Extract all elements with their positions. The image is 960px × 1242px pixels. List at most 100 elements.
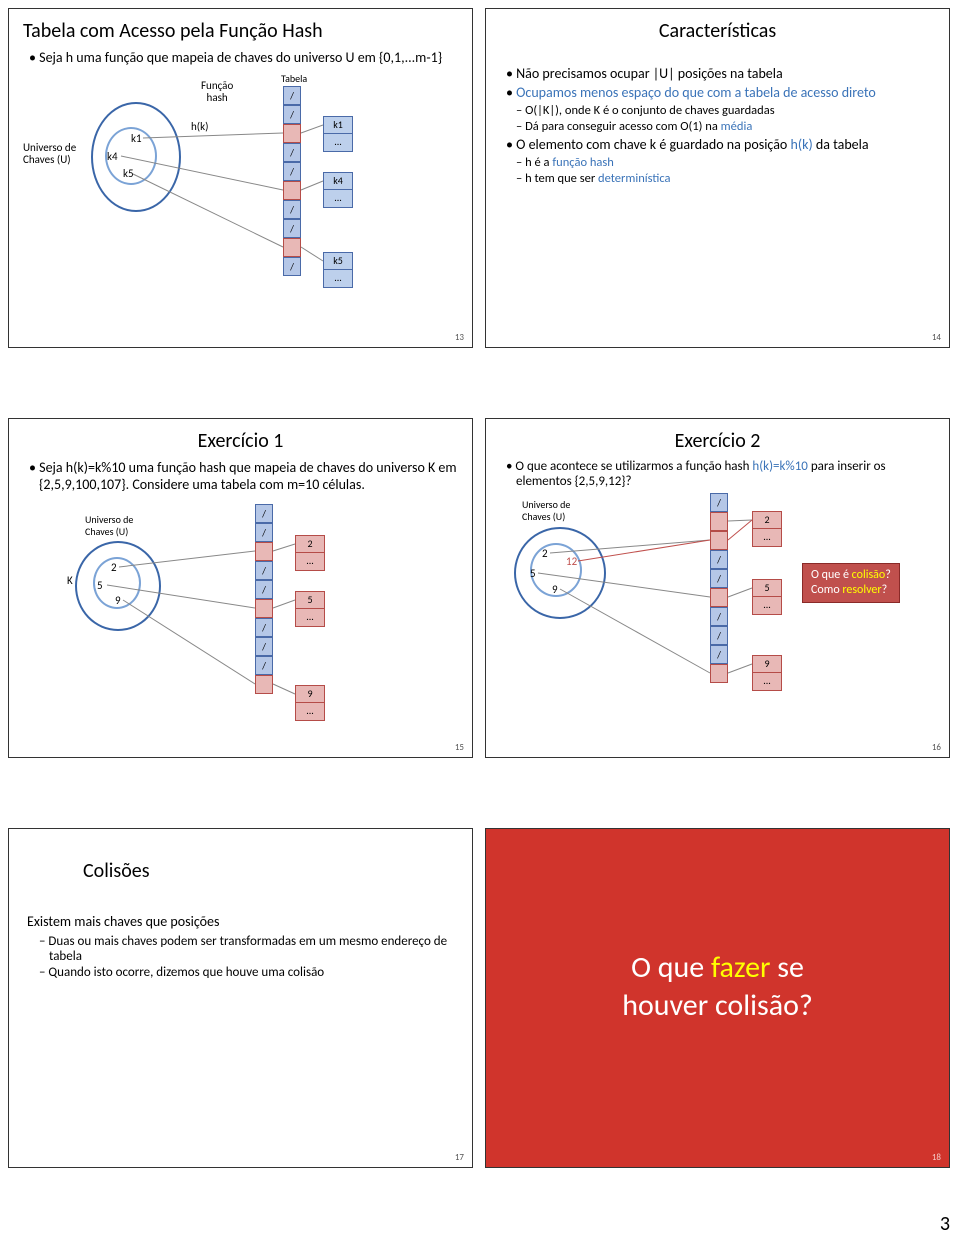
slot	[710, 664, 728, 683]
cell-dots: ...	[295, 703, 325, 721]
cell-k1: k1	[323, 116, 353, 134]
cell-2: 2	[295, 535, 325, 553]
cell-dots: ...	[295, 609, 325, 627]
slot: /	[710, 569, 728, 588]
slot: /	[255, 580, 273, 599]
slot-4: /	[283, 162, 301, 181]
sub-bullet: Quando isto ocorre, dizemos que houve um…	[23, 965, 458, 980]
hash-diagram: Universo de Chaves (U) k1 k4 k5 Função h…	[23, 72, 458, 302]
cell-9: 9	[295, 685, 325, 703]
slot: /	[255, 637, 273, 656]
key-k1: k1	[131, 132, 142, 145]
text: Ocupamos menos espaço do que com a tabel…	[516, 84, 876, 101]
slot-1: /	[283, 105, 301, 124]
key-2: 2	[542, 547, 548, 560]
cell-dots-1: ...	[323, 134, 353, 152]
slot	[710, 588, 728, 607]
cell-5: 5	[752, 579, 782, 597]
key-K: K	[67, 574, 73, 587]
slot-8	[283, 238, 301, 257]
cell-k5: k5	[323, 252, 353, 270]
slot	[710, 512, 728, 531]
sub-bullet: O(|K|), onde K é o conjunto de chaves gu…	[500, 103, 935, 118]
slide-16: Exercício 2 O que acontece se utilizarmo…	[485, 418, 950, 758]
slot: /	[710, 493, 728, 512]
slot-3: /	[283, 143, 301, 162]
sub-bullet: Dá para conseguir acesso com O(1) na méd…	[500, 119, 935, 134]
sub-bullet: Duas ou mais chaves podem ser transforma…	[23, 934, 458, 964]
key-12: 12	[566, 555, 577, 568]
universe-label: Universo de Chaves (U)	[85, 514, 133, 538]
slot: /	[255, 618, 273, 637]
footer-page-number: 3	[940, 1212, 950, 1236]
slot	[710, 531, 728, 550]
cell-k4: k4	[323, 172, 353, 190]
universe-label: Universo de Chaves (U)	[522, 499, 570, 523]
cell-dots: ...	[752, 529, 782, 547]
slide-18: O que fazer se houver colisão? 18	[485, 828, 950, 1168]
collision-callout: O que é colisão? Como resolver?	[802, 563, 900, 603]
slot-6: /	[283, 200, 301, 219]
tabela-label: Tabela	[281, 72, 307, 85]
page-number: 17	[455, 1152, 464, 1163]
intro-text: Existem mais chaves que posições	[23, 913, 458, 930]
slot	[255, 675, 273, 694]
slide-title: Tabela com Acesso pela Função Hash	[23, 19, 458, 43]
slide-title: Exercício 1	[23, 429, 458, 453]
page-number: 15	[455, 742, 464, 753]
slide-17: Colisões Existem mais chaves que posiçõe…	[8, 828, 473, 1168]
slide-title: Características	[500, 19, 935, 43]
cell-dots: ...	[752, 597, 782, 615]
key-k5: k5	[123, 167, 134, 180]
bullet: Ocupamos menos espaço do que com a tabel…	[504, 84, 935, 101]
cell-dots-2: ...	[323, 190, 353, 208]
cell-dots: ...	[752, 673, 782, 691]
slot-7: /	[283, 219, 301, 238]
cell-2: 2	[752, 511, 782, 529]
key-2: 2	[111, 561, 117, 574]
slot: /	[255, 561, 273, 580]
cell-dots-3: ...	[323, 270, 353, 288]
slide-15: Exercício 1 Seja h(k)=k%10 uma função ha…	[8, 418, 473, 758]
slot: /	[255, 523, 273, 542]
page-number: 16	[932, 742, 941, 753]
bullet: O elemento com chave k é guardado na pos…	[504, 136, 935, 153]
bullet: Seja h(k)=k%10 uma função hash que mapei…	[27, 459, 458, 493]
slot-5	[283, 181, 301, 200]
slot: /	[255, 504, 273, 523]
key-5: 5	[530, 567, 536, 580]
bullet: Seja h uma função que mapeia de chaves d…	[27, 49, 458, 66]
key-9: 9	[552, 583, 558, 596]
slot	[255, 599, 273, 618]
cell-dots: ...	[295, 553, 325, 571]
bullet: O que acontece se utilizarmos a função h…	[504, 459, 935, 489]
slide-13: Tabela com Acesso pela Função Hash Seja …	[8, 8, 473, 348]
slot: /	[710, 645, 728, 664]
slot	[255, 542, 273, 561]
slide-14: Características Não precisamos ocupar |U…	[485, 8, 950, 348]
func-hash-label: Função hash	[201, 80, 233, 104]
page-number: 14	[932, 332, 941, 343]
ex2-diagram: Universo de Chaves (U) 2 12 5 9 / / / / …	[500, 491, 935, 721]
slot: /	[255, 656, 273, 675]
sub-bullet: h é a função hash	[500, 155, 935, 170]
key-5: 5	[97, 579, 103, 592]
slot: /	[710, 550, 728, 569]
slot: /	[710, 626, 728, 645]
page-number: 13	[455, 332, 464, 343]
question-text: O que fazer se houver colisão?	[500, 949, 935, 1025]
universe-label: Universo de Chaves (U)	[23, 142, 76, 166]
slot-9: /	[283, 257, 301, 276]
cell-9: 9	[752, 655, 782, 673]
key-9: 9	[115, 594, 121, 607]
bullet: Não precisamos ocupar |U| posições na ta…	[504, 65, 935, 82]
cell-5: 5	[295, 591, 325, 609]
key-k4: k4	[107, 150, 118, 163]
slide-title: Colisões	[23, 859, 458, 883]
hk-label: h(k)	[191, 120, 208, 133]
slide-title: Exercício 2	[500, 429, 935, 453]
sub-bullet: h tem que ser determinística	[500, 171, 935, 186]
slot-2	[283, 124, 301, 143]
slot: /	[710, 607, 728, 626]
ex1-diagram: Universo de Chaves (U) K 2 5 9 / / / / /…	[23, 499, 458, 719]
